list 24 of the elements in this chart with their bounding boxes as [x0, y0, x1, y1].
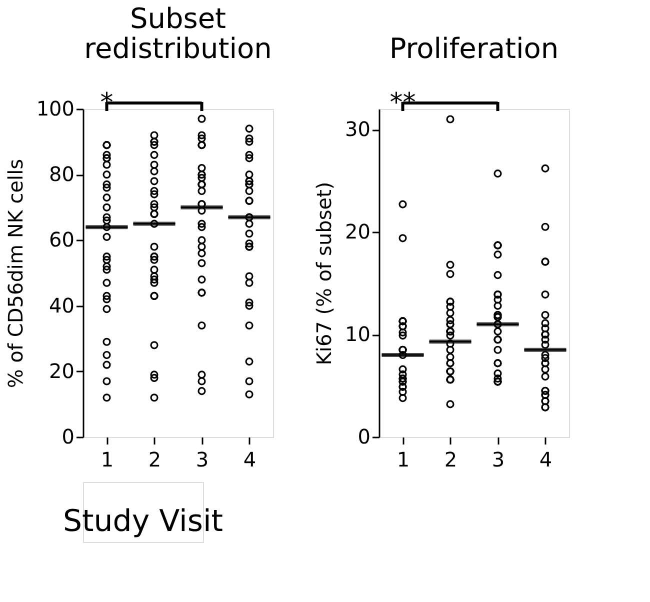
y-tick-label: 0: [62, 424, 74, 448]
y-tick-label: 40: [49, 293, 74, 318]
y-tick-label: 20: [345, 220, 370, 244]
y-tick-label: 80: [49, 162, 74, 186]
y-tick-label: 30: [345, 117, 370, 141]
x-tick-label: 4: [539, 448, 552, 472]
y-tick-label: 60: [49, 228, 74, 252]
y-tick-label: 0: [358, 424, 370, 448]
y-tick-label: 100: [36, 96, 74, 120]
chart-title: Proliferation: [389, 32, 559, 65]
x-tick-label: 3: [196, 448, 209, 472]
y-tick-label: 20: [49, 358, 74, 383]
annotation: **: [390, 88, 416, 118]
chart-title: Subset redistribution: [84, 2, 272, 65]
y-axis-title: Ki67 (% of subset): [312, 182, 336, 366]
x-axis-title: Study Visit: [62, 504, 224, 539]
x-tick-label: 2: [148, 448, 162, 472]
x-tick-label: 4: [243, 448, 256, 472]
y-axis-title: % of CD56dim NK cells: [3, 158, 28, 388]
y-tick-label: 10: [345, 322, 370, 346]
x-tick-label: 2: [444, 448, 458, 472]
x-tick-label: 1: [396, 448, 410, 472]
x-tick-label: 1: [100, 448, 114, 472]
x-tick-label: 3: [492, 448, 505, 472]
